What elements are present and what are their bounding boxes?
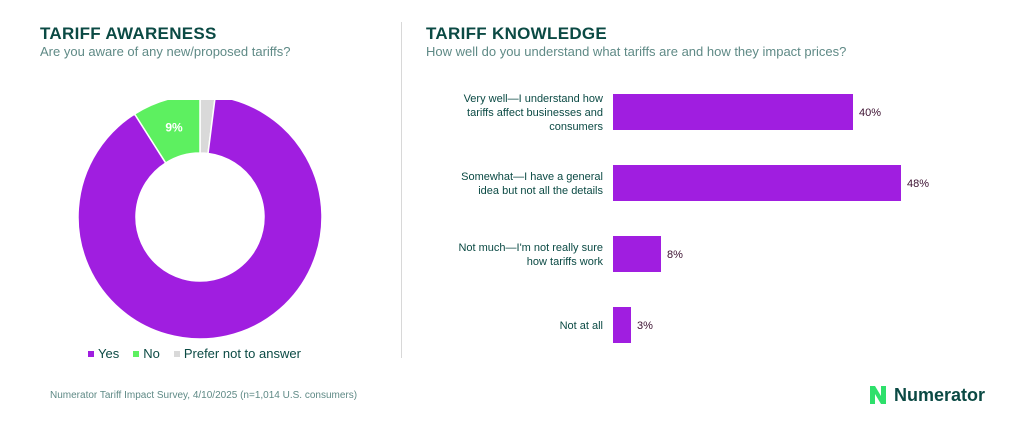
bar-category-label-4-line-1: Not at all	[560, 320, 603, 332]
donut-slice-no	[133, 100, 201, 164]
brand-logo: Numerator	[868, 384, 985, 406]
bar-value-label-4: 3%	[637, 320, 653, 332]
bar-category-label-3-line-2: how tariffs work	[527, 256, 604, 268]
legend-swatch-prefer-not	[173, 350, 180, 357]
knowledge-title: TARIFF KNOWLEDGE	[426, 24, 608, 43]
legend-swatch-no	[133, 350, 140, 357]
legend-label-prefer-not: Prefer not to answer	[183, 346, 301, 361]
legend-label-no: No	[143, 346, 160, 361]
legend-item-no: No	[133, 346, 160, 361]
knowledge-subtitle: How well do you understand what tariffs …	[426, 44, 847, 59]
donut-slice-yes	[77, 100, 323, 340]
legend-label-yes: Yes	[98, 346, 120, 361]
bar-category-label-1-line-1: Very well—I understand how	[464, 93, 603, 105]
panel-divider	[401, 22, 402, 358]
brand-name: Numerator	[894, 384, 986, 405]
bar-value-label-2: 48%	[907, 178, 929, 190]
bar-value-label-3: 8%	[667, 249, 683, 261]
bar-1	[613, 94, 853, 130]
awareness-title: TARIFF AWARENESS	[40, 24, 217, 43]
bar-category-label-2-line-1: Somewhat—I have a general	[461, 171, 603, 183]
bar-category-label-1-line-2: tariffs affect businesses and	[467, 107, 603, 119]
awareness-subtitle: Are you aware of any new/proposed tariff…	[40, 44, 291, 59]
awareness-legend: Yes No Prefer not to answer	[88, 346, 301, 361]
donut-label-no: 9%	[165, 121, 183, 135]
bar-value-label-1: 40%	[859, 107, 881, 119]
bar-2	[613, 165, 901, 201]
bar-category-label-1-line-3: consumers	[549, 121, 603, 133]
bar-category-label-3-line-1: Not much—I'm not really sure	[458, 242, 603, 254]
legend-swatch-yes	[88, 350, 94, 357]
bar-category-label-2-line-2: idea but not all the details	[478, 185, 603, 197]
bar-3	[613, 236, 661, 272]
awareness-donut-chart: 89%9%	[77, 100, 323, 340]
bar-4	[613, 307, 631, 343]
source-footnote: Numerator Tariff Impact Survey, 4/10/202…	[50, 390, 358, 401]
numerator-n-logo-icon	[870, 386, 886, 404]
legend-item-prefer-not: Prefer not to answer	[173, 346, 301, 361]
knowledge-bar-chart: 40% Very well—I understand how tariffs aff…	[458, 93, 929, 343]
legend-item-yes: Yes	[88, 346, 119, 361]
